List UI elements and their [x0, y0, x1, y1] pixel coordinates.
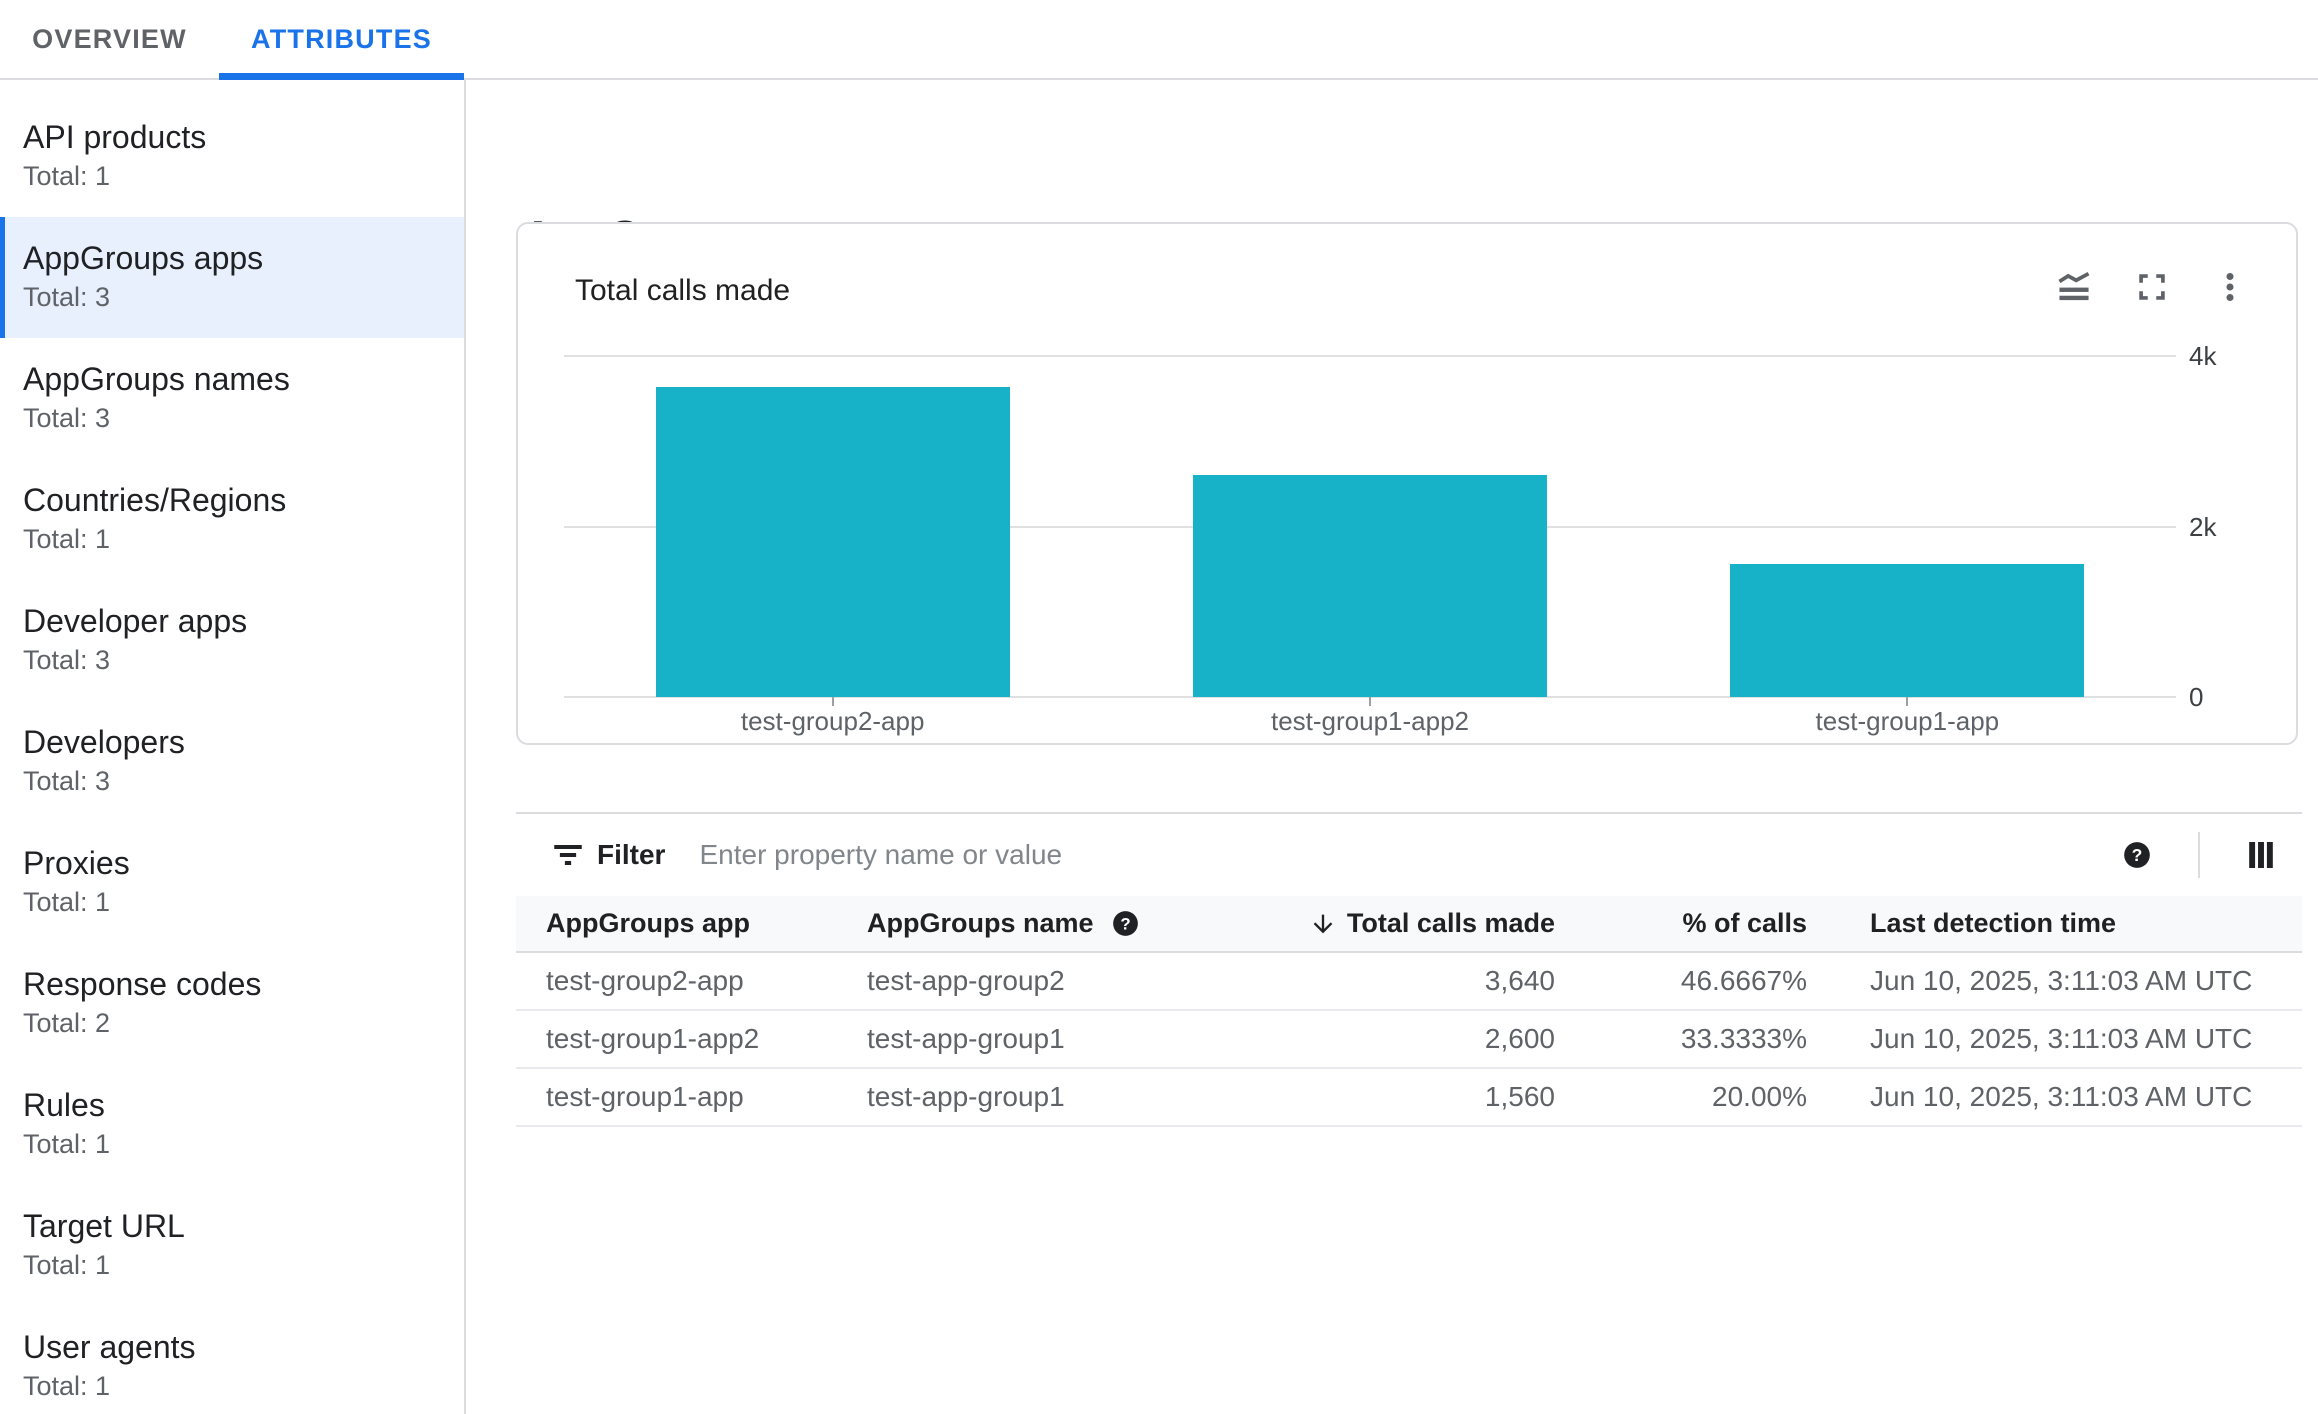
- table-header-row: AppGroups app AppGroups name ?: [516, 896, 2302, 953]
- table-help-icon[interactable]: ?: [2120, 838, 2154, 872]
- sidebar-item-total: Total: 1: [23, 524, 111, 554]
- sidebar-item-total: Total: 1: [23, 1129, 111, 1159]
- data-table-section: Filter ?: [516, 812, 2302, 1127]
- column-header-total-calls[interactable]: Total calls made: [1204, 908, 1555, 939]
- sidebar-item-countries-regions[interactable]: Countries/Regions Total: 1: [0, 459, 464, 580]
- filter-label: Filter: [597, 839, 666, 870]
- toolbar-divider: [2198, 832, 2200, 878]
- tab-overview[interactable]: OVERVIEW: [0, 0, 219, 78]
- sort-descending-arrow-icon: [1309, 910, 1337, 938]
- bar-test-group1-app2[interactable]: [1193, 475, 1547, 697]
- sidebar-item-label: Developer apps: [23, 603, 248, 639]
- column-header-appgroups-name[interactable]: AppGroups name ?: [867, 908, 1204, 939]
- sidebar-item-total: Total: 3: [23, 282, 111, 312]
- cell-appgroups-name: test-app-group2: [867, 965, 1065, 996]
- cell-total-calls: 2,600: [1484, 1023, 1555, 1054]
- sidebar-item-label: Target URL: [23, 1208, 185, 1244]
- cell-appgroups-app: test-group2-app: [546, 965, 744, 996]
- tab-attributes[interactable]: ATTRIBUTES: [219, 0, 464, 80]
- filter-icon: [553, 842, 583, 868]
- sidebar-item-label: Developers: [23, 724, 185, 760]
- cell-pct-of-calls: 33.3333%: [1680, 1023, 1807, 1054]
- x-axis-category-label: test-group1-app2: [1270, 706, 1470, 736]
- sidebar-item-total: Total: 1: [23, 887, 111, 917]
- sidebar-item-total: Total: 1: [23, 161, 111, 191]
- cell-last-detection-time: Jun 10, 2025, 3:11:03 AM UTC: [1870, 965, 2253, 996]
- x-axis-tick-mark: [831, 697, 834, 706]
- sidebar-item-total: Total: 1: [23, 1250, 111, 1280]
- filter-row: Filter ?: [516, 814, 2302, 896]
- sidebar-item-label: Proxies: [23, 845, 130, 881]
- sidebar-item-developer-apps[interactable]: Developer apps Total: 3: [0, 580, 464, 701]
- table-row[interactable]: test-group2-app test-app-group2 3,640 46…: [516, 953, 2302, 1011]
- sidebar-item-developers[interactable]: Developers Total: 3: [0, 701, 464, 822]
- more-vert-icon[interactable]: [2206, 263, 2254, 311]
- svg-text:?: ?: [1120, 914, 1130, 933]
- fullscreen-icon[interactable]: [2128, 263, 2176, 311]
- sidebar-item-label: AppGroups apps: [23, 240, 264, 276]
- tab-attributes-label: ATTRIBUTES: [251, 23, 432, 54]
- cell-total-calls: 3,640: [1484, 965, 1555, 996]
- sidebar-item-label: API products: [23, 119, 207, 155]
- column-header-pct-of-calls[interactable]: % of calls: [1682, 908, 1807, 938]
- area-chart-icon[interactable]: [2050, 263, 2098, 311]
- sidebar-item-target-url[interactable]: Target URL Total: 1: [0, 1185, 464, 1306]
- cell-last-detection-time: Jun 10, 2025, 3:11:03 AM UTC: [1870, 1081, 2253, 1112]
- cell-appgroups-name: test-app-group1: [867, 1023, 1065, 1054]
- sidebar-item-label: User agents: [23, 1329, 196, 1365]
- gridline-4k: [564, 355, 2176, 357]
- sidebar-item-total: Total: 2: [23, 1008, 111, 1038]
- sidebar-item-response-codes[interactable]: Response codes Total: 2: [0, 943, 464, 1064]
- table-row[interactable]: test-group1-app2 test-app-group1 2,600 3…: [516, 1011, 2302, 1069]
- sidebar-item-label: Rules: [23, 1087, 105, 1123]
- sidebar-item-label: Response codes: [23, 966, 262, 1002]
- cell-pct-of-calls: 20.00%: [1712, 1081, 1807, 1112]
- x-axis-tick-mark: [1906, 697, 1909, 706]
- attributes-sidebar: API products Total: 1 AppGroups apps Tot…: [0, 80, 466, 1414]
- cell-appgroups-app: test-group1-app: [546, 1081, 744, 1112]
- sidebar-item-label: Countries/Regions: [23, 482, 287, 518]
- x-axis-category-label: test-group1-app: [1815, 706, 2000, 736]
- chart-card: Total calls made: [516, 222, 2298, 745]
- sidebar-item-appgroups-apps[interactable]: AppGroups apps Total: 3: [0, 217, 464, 338]
- bar-test-group1-app[interactable]: [1730, 564, 2085, 697]
- cell-appgroups-name: test-app-group1: [867, 1081, 1065, 1112]
- sidebar-item-api-products[interactable]: API products Total: 1: [0, 96, 464, 217]
- y-axis-tick-label: 4k: [2189, 341, 2217, 371]
- filter-input[interactable]: [699, 839, 1600, 871]
- tab-bar: OVERVIEW ATTRIBUTES: [0, 0, 2318, 80]
- column-header-appgroups-app[interactable]: AppGroups app: [546, 908, 750, 938]
- x-axis-category-label: test-group2-app: [740, 706, 925, 736]
- sidebar-item-label: AppGroups names: [23, 361, 290, 397]
- chart-title: Total calls made: [575, 274, 791, 307]
- tab-overview-label: OVERVIEW: [32, 23, 187, 54]
- main-content: AppGroups apps Total calls made: [468, 80, 2318, 1414]
- column-help-icon[interactable]: ?: [1112, 910, 1139, 937]
- y-axis-tick-label: 2k: [2189, 511, 2217, 542]
- y-axis-tick-label: 0: [2189, 682, 2204, 712]
- sidebar-item-rules[interactable]: Rules Total: 1: [0, 1064, 464, 1185]
- column-display-icon[interactable]: [2244, 838, 2278, 872]
- sidebar-item-appgroups-names[interactable]: AppGroups names Total: 3: [0, 338, 464, 459]
- table-row[interactable]: test-group1-app test-app-group1 1,560 20…: [516, 1069, 2302, 1127]
- sidebar-item-total: Total: 3: [23, 403, 111, 433]
- sidebar-item-proxies[interactable]: Proxies Total: 1: [0, 822, 464, 943]
- cell-pct-of-calls: 46.6667%: [1680, 965, 1807, 996]
- cell-total-calls: 1,560: [1484, 1081, 1555, 1112]
- cell-last-detection-time: Jun 10, 2025, 3:11:03 AM UTC: [1870, 1023, 2253, 1054]
- sidebar-item-total: Total: 3: [23, 645, 111, 675]
- column-header-last-detection-time[interactable]: Last detection time: [1870, 908, 2117, 938]
- cell-appgroups-app: test-group1-app2: [546, 1023, 760, 1054]
- sidebar-item-user-agents[interactable]: User agents Total: 1: [0, 1306, 464, 1414]
- tab-indicator: [219, 73, 464, 80]
- bar-chart-plot: [564, 355, 2176, 698]
- selected-indicator-bar: [0, 217, 5, 338]
- sidebar-item-total: Total: 3: [23, 766, 111, 796]
- sidebar-item-total: Total: 1: [23, 1371, 111, 1401]
- x-axis-tick-mark: [1369, 697, 1371, 706]
- svg-text:?: ?: [2132, 845, 2143, 865]
- bar-test-group2-app[interactable]: [655, 387, 1010, 697]
